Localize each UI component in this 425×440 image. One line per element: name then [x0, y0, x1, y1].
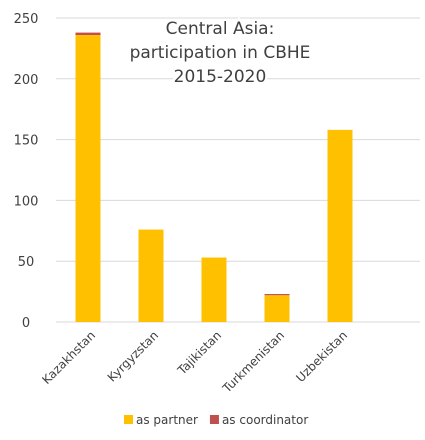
legend-label: as partner [136, 413, 198, 427]
bars [75, 32, 353, 323]
bar-as-partner-kyrgyzstan [138, 229, 164, 322]
bar-as-partner-tajikistan [201, 257, 227, 322]
chart-title-line: participation in CBHE [130, 43, 311, 63]
x-tick-label: Uzbekistan [293, 328, 350, 385]
y-tick-label: 50 [18, 255, 35, 270]
y-tick-label: 200 [14, 73, 39, 88]
y-tick-label: 250 [14, 12, 39, 27]
x-tick-label: Turkmenistan [219, 328, 287, 396]
y-tick-label: 150 [14, 134, 39, 149]
legend-label: as coordinator [222, 413, 308, 427]
x-tick-label: Kyrgyzstan [105, 328, 161, 384]
chart-title: Central Asia: participation in CBHE 2015-2… [127, 17, 313, 90]
bar-as-partner-uzbekistan [327, 129, 353, 322]
legend-swatch [209, 415, 219, 424]
legend: as partner as coordinator [124, 413, 308, 427]
bar-as-partner-turkmenistan [264, 295, 290, 322]
bar-as-coordinator-kazakhstan [75, 32, 101, 36]
chart-title-line: Central Asia: [166, 19, 275, 39]
gridlines [56, 17, 420, 323]
bar-as-partner-kazakhstan [75, 35, 101, 323]
x-axis-ticks: Kazakhstan Kyrgyzstan TajikistanTurkmenist… [39, 328, 350, 396]
y-tick-label: 100 [14, 194, 39, 209]
x-tick-label: Tajikistan [174, 328, 224, 378]
legend-swatch [124, 415, 133, 424]
chart-title-line: 2015-2020 [174, 67, 267, 87]
y-tick-label: 0 [22, 316, 30, 331]
bar-as-coordinator-turkmenistan [264, 294, 290, 296]
x-tick-label: Kazakhstan [39, 328, 98, 387]
y-axis-ticks: 0 50 100 150 200 250 [14, 12, 39, 331]
